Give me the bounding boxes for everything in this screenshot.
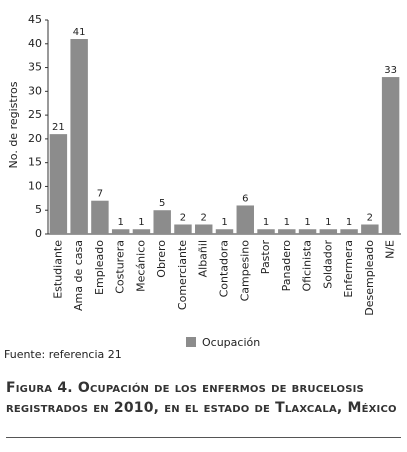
x-tick-label: Obrero xyxy=(155,240,168,278)
bar xyxy=(49,134,68,234)
data-label: 1 xyxy=(304,217,310,228)
data-label: 2 xyxy=(180,212,186,223)
y-tick-label: 0 xyxy=(35,227,42,240)
bar xyxy=(319,229,338,234)
rule xyxy=(6,437,401,438)
bar xyxy=(236,205,254,234)
x-tick-label: Costurera xyxy=(114,240,127,294)
x-tick-label: Campesino xyxy=(238,240,251,302)
bar xyxy=(278,229,296,234)
bar xyxy=(257,229,275,234)
x-tick-label: Mecánico xyxy=(134,240,147,292)
x-tick-label: Contadora xyxy=(218,240,231,297)
data-label: 7 xyxy=(97,189,103,200)
data-label: 1 xyxy=(221,217,227,228)
y-tick-label: 20 xyxy=(28,132,42,145)
data-label: 2 xyxy=(201,212,207,223)
bar xyxy=(215,229,234,234)
x-tick-label: Soldador xyxy=(321,240,334,289)
x-tick-label: Comerciante xyxy=(176,240,189,310)
x-tick-label: Panadero xyxy=(280,240,293,292)
data-label: 1 xyxy=(263,217,269,228)
bar xyxy=(381,77,400,234)
bar xyxy=(91,200,109,234)
data-label: 1 xyxy=(117,217,123,228)
x-tick-label: Oficinista xyxy=(301,240,314,292)
bar xyxy=(195,224,213,234)
y-tick-label: 40 xyxy=(28,37,42,50)
x-tick-label: Pastor xyxy=(259,240,272,275)
data-label: 21 xyxy=(52,122,65,133)
bar xyxy=(111,229,130,234)
bar xyxy=(298,229,317,234)
bar xyxy=(70,39,88,235)
x-tick-label: Empleado xyxy=(93,240,106,295)
y-axis-label: No. de registros xyxy=(7,81,20,168)
data-label: 6 xyxy=(242,193,248,204)
chart: No. de registros Fuente: referencia 21 0… xyxy=(4,13,401,361)
legend-label: Ocupación xyxy=(202,336,260,349)
legend-swatch xyxy=(186,337,196,347)
y-tick-label: 25 xyxy=(28,108,42,121)
data-label: 1 xyxy=(284,217,290,228)
data-label: 1 xyxy=(325,217,331,228)
data-label: 5 xyxy=(159,198,165,209)
x-tick-label: Albañil xyxy=(197,240,210,277)
y-tick-label: 5 xyxy=(35,203,42,216)
caption: Figura 4. Ocupación de los enfermos de b… xyxy=(6,380,397,416)
bar xyxy=(132,229,151,234)
y-tick-label: 15 xyxy=(28,156,42,169)
x-tick-label: Desempleado xyxy=(363,240,376,316)
y-tick-label: 45 xyxy=(28,13,42,26)
x-tick-label: N/E xyxy=(384,240,397,259)
bar xyxy=(361,224,379,234)
x-tick-label: Ama de casa xyxy=(72,240,85,311)
data-label: 1 xyxy=(346,217,352,228)
bar xyxy=(340,229,358,234)
bar xyxy=(153,210,171,234)
bar xyxy=(174,224,192,234)
y-tick-label: 30 xyxy=(28,84,42,97)
y-tick-label: 10 xyxy=(28,179,42,192)
source: Fuente: referencia 21 xyxy=(4,348,122,361)
x-tick-label: Estudiante xyxy=(51,240,64,299)
y-tick-label: 35 xyxy=(28,61,42,74)
x-tick-label: Enfermera xyxy=(342,240,355,298)
data-label: 33 xyxy=(384,65,397,76)
data-label: 41 xyxy=(73,27,86,38)
data-label: 1 xyxy=(138,217,144,228)
data-label: 2 xyxy=(367,212,373,223)
